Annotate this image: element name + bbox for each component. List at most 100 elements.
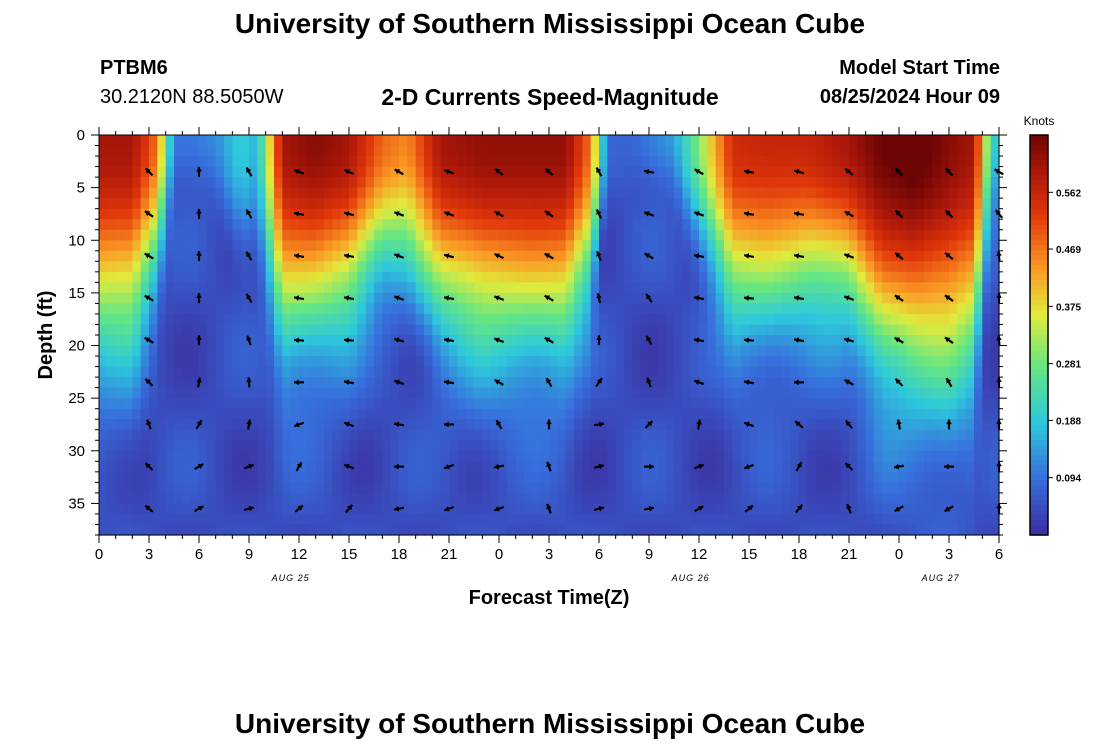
heatmap-cell xyxy=(157,250,167,262)
heatmap-cell xyxy=(940,345,950,357)
heatmap-cell xyxy=(565,229,575,241)
current-arrow xyxy=(443,211,455,217)
heatmap-cell xyxy=(640,356,650,368)
heatmap-cell xyxy=(932,292,942,305)
heatmap-cell xyxy=(965,271,975,283)
heatmap-cell xyxy=(449,198,458,210)
heatmap-cell xyxy=(982,187,992,199)
heatmap-cell xyxy=(507,482,517,494)
heatmap-cell xyxy=(532,177,542,189)
colorbar-swatch xyxy=(1030,345,1048,351)
heatmap-cell xyxy=(574,345,583,357)
heatmap-cell xyxy=(682,513,692,526)
heatmap-cell xyxy=(365,282,375,294)
colorbar-swatch xyxy=(1030,230,1048,236)
heatmap-cell xyxy=(890,450,900,462)
heatmap-cell xyxy=(465,313,475,326)
heatmap-cell xyxy=(299,450,308,462)
heatmap-cell xyxy=(899,471,908,483)
heatmap-cell xyxy=(840,219,850,231)
heatmap-cell xyxy=(374,471,383,483)
heatmap-cell xyxy=(232,492,242,505)
heatmap-cell xyxy=(474,356,483,368)
heatmap-cell xyxy=(574,229,583,241)
heatmap-cell xyxy=(315,524,325,536)
heatmap-cell xyxy=(407,229,417,241)
heatmap-cell xyxy=(182,261,192,273)
heatmap-cell xyxy=(115,324,125,336)
heatmap-cell xyxy=(265,166,275,178)
heatmap-cell xyxy=(115,145,125,157)
heatmap-cell xyxy=(515,524,525,536)
heatmap-cell xyxy=(990,429,1000,441)
heatmap-cell xyxy=(540,313,550,326)
heatmap-cell xyxy=(157,156,167,168)
heatmap-cell xyxy=(265,156,275,168)
heatmap-cell xyxy=(474,345,483,357)
heatmap-cell xyxy=(224,240,233,252)
heatmap-cell xyxy=(749,356,758,368)
heatmap-cell xyxy=(290,450,300,462)
heatmap-cell xyxy=(682,335,692,347)
heatmap-cell xyxy=(165,335,175,347)
heatmap-cell xyxy=(915,377,925,389)
heatmap-cell xyxy=(474,440,483,452)
heatmap-cell xyxy=(732,429,742,441)
current-arrow xyxy=(443,253,455,259)
heatmap-cell xyxy=(957,450,967,462)
heatmap-cell xyxy=(882,145,892,157)
heatmap-cell xyxy=(99,292,108,305)
heatmap-cell xyxy=(740,482,750,494)
heatmap-cell xyxy=(449,524,458,536)
heatmap-cell xyxy=(165,345,175,357)
current-arrow xyxy=(293,253,305,259)
heatmap-cell xyxy=(482,366,492,378)
heatmap-cell xyxy=(740,524,750,536)
heatmap-cell xyxy=(832,482,842,494)
heatmap-cell xyxy=(332,377,342,389)
heatmap-cell xyxy=(274,419,283,431)
heatmap-cell xyxy=(232,198,242,210)
heatmap-cell xyxy=(690,513,700,526)
heatmap-cell xyxy=(657,229,667,241)
heatmap-cell xyxy=(199,482,208,494)
heatmap-cell xyxy=(824,356,833,368)
heatmap-cell xyxy=(707,292,717,305)
heatmap-cell xyxy=(149,429,158,441)
heatmap-cell xyxy=(332,503,342,515)
current-arrow xyxy=(144,462,154,471)
heatmap-cell xyxy=(807,419,817,431)
heatmap-cell xyxy=(340,387,350,399)
heatmap-cell xyxy=(915,313,925,326)
chart-title: University of Southern Mississippi Ocean… xyxy=(234,8,866,39)
heatmap-cell xyxy=(240,282,250,294)
heatmap-cell xyxy=(715,503,725,515)
heatmap-cell xyxy=(190,356,200,368)
current-arrow xyxy=(443,463,455,470)
heatmap-cell xyxy=(282,398,292,410)
heatmap-cell xyxy=(899,156,908,168)
heatmap-cell xyxy=(490,419,500,431)
heatmap-cell xyxy=(490,240,500,252)
heatmap-cell xyxy=(257,187,267,199)
heatmap-cell xyxy=(249,292,258,305)
heatmap-cell xyxy=(224,398,233,410)
heatmap-cell xyxy=(657,482,667,494)
heatmap-cell xyxy=(615,335,625,347)
heatmap-cell xyxy=(940,219,950,231)
heatmap-cell xyxy=(165,482,175,494)
heatmap-cell xyxy=(332,482,342,494)
heatmap-cell xyxy=(807,408,817,420)
heatmap-cell xyxy=(882,419,892,431)
colorbar-frame xyxy=(1029,134,1049,536)
heatmap-cell xyxy=(874,377,883,389)
colorbar-tick-label: 0.562 xyxy=(1056,188,1081,199)
heatmap-cell xyxy=(665,335,675,347)
heatmap-cell xyxy=(215,240,225,252)
heatmap-cell xyxy=(324,219,333,231)
heatmap-cell xyxy=(199,261,208,273)
heatmap-cell xyxy=(265,208,275,220)
heatmap-cell xyxy=(490,187,500,199)
heatmap-cell xyxy=(290,219,300,231)
heatmap-cell xyxy=(182,461,192,473)
